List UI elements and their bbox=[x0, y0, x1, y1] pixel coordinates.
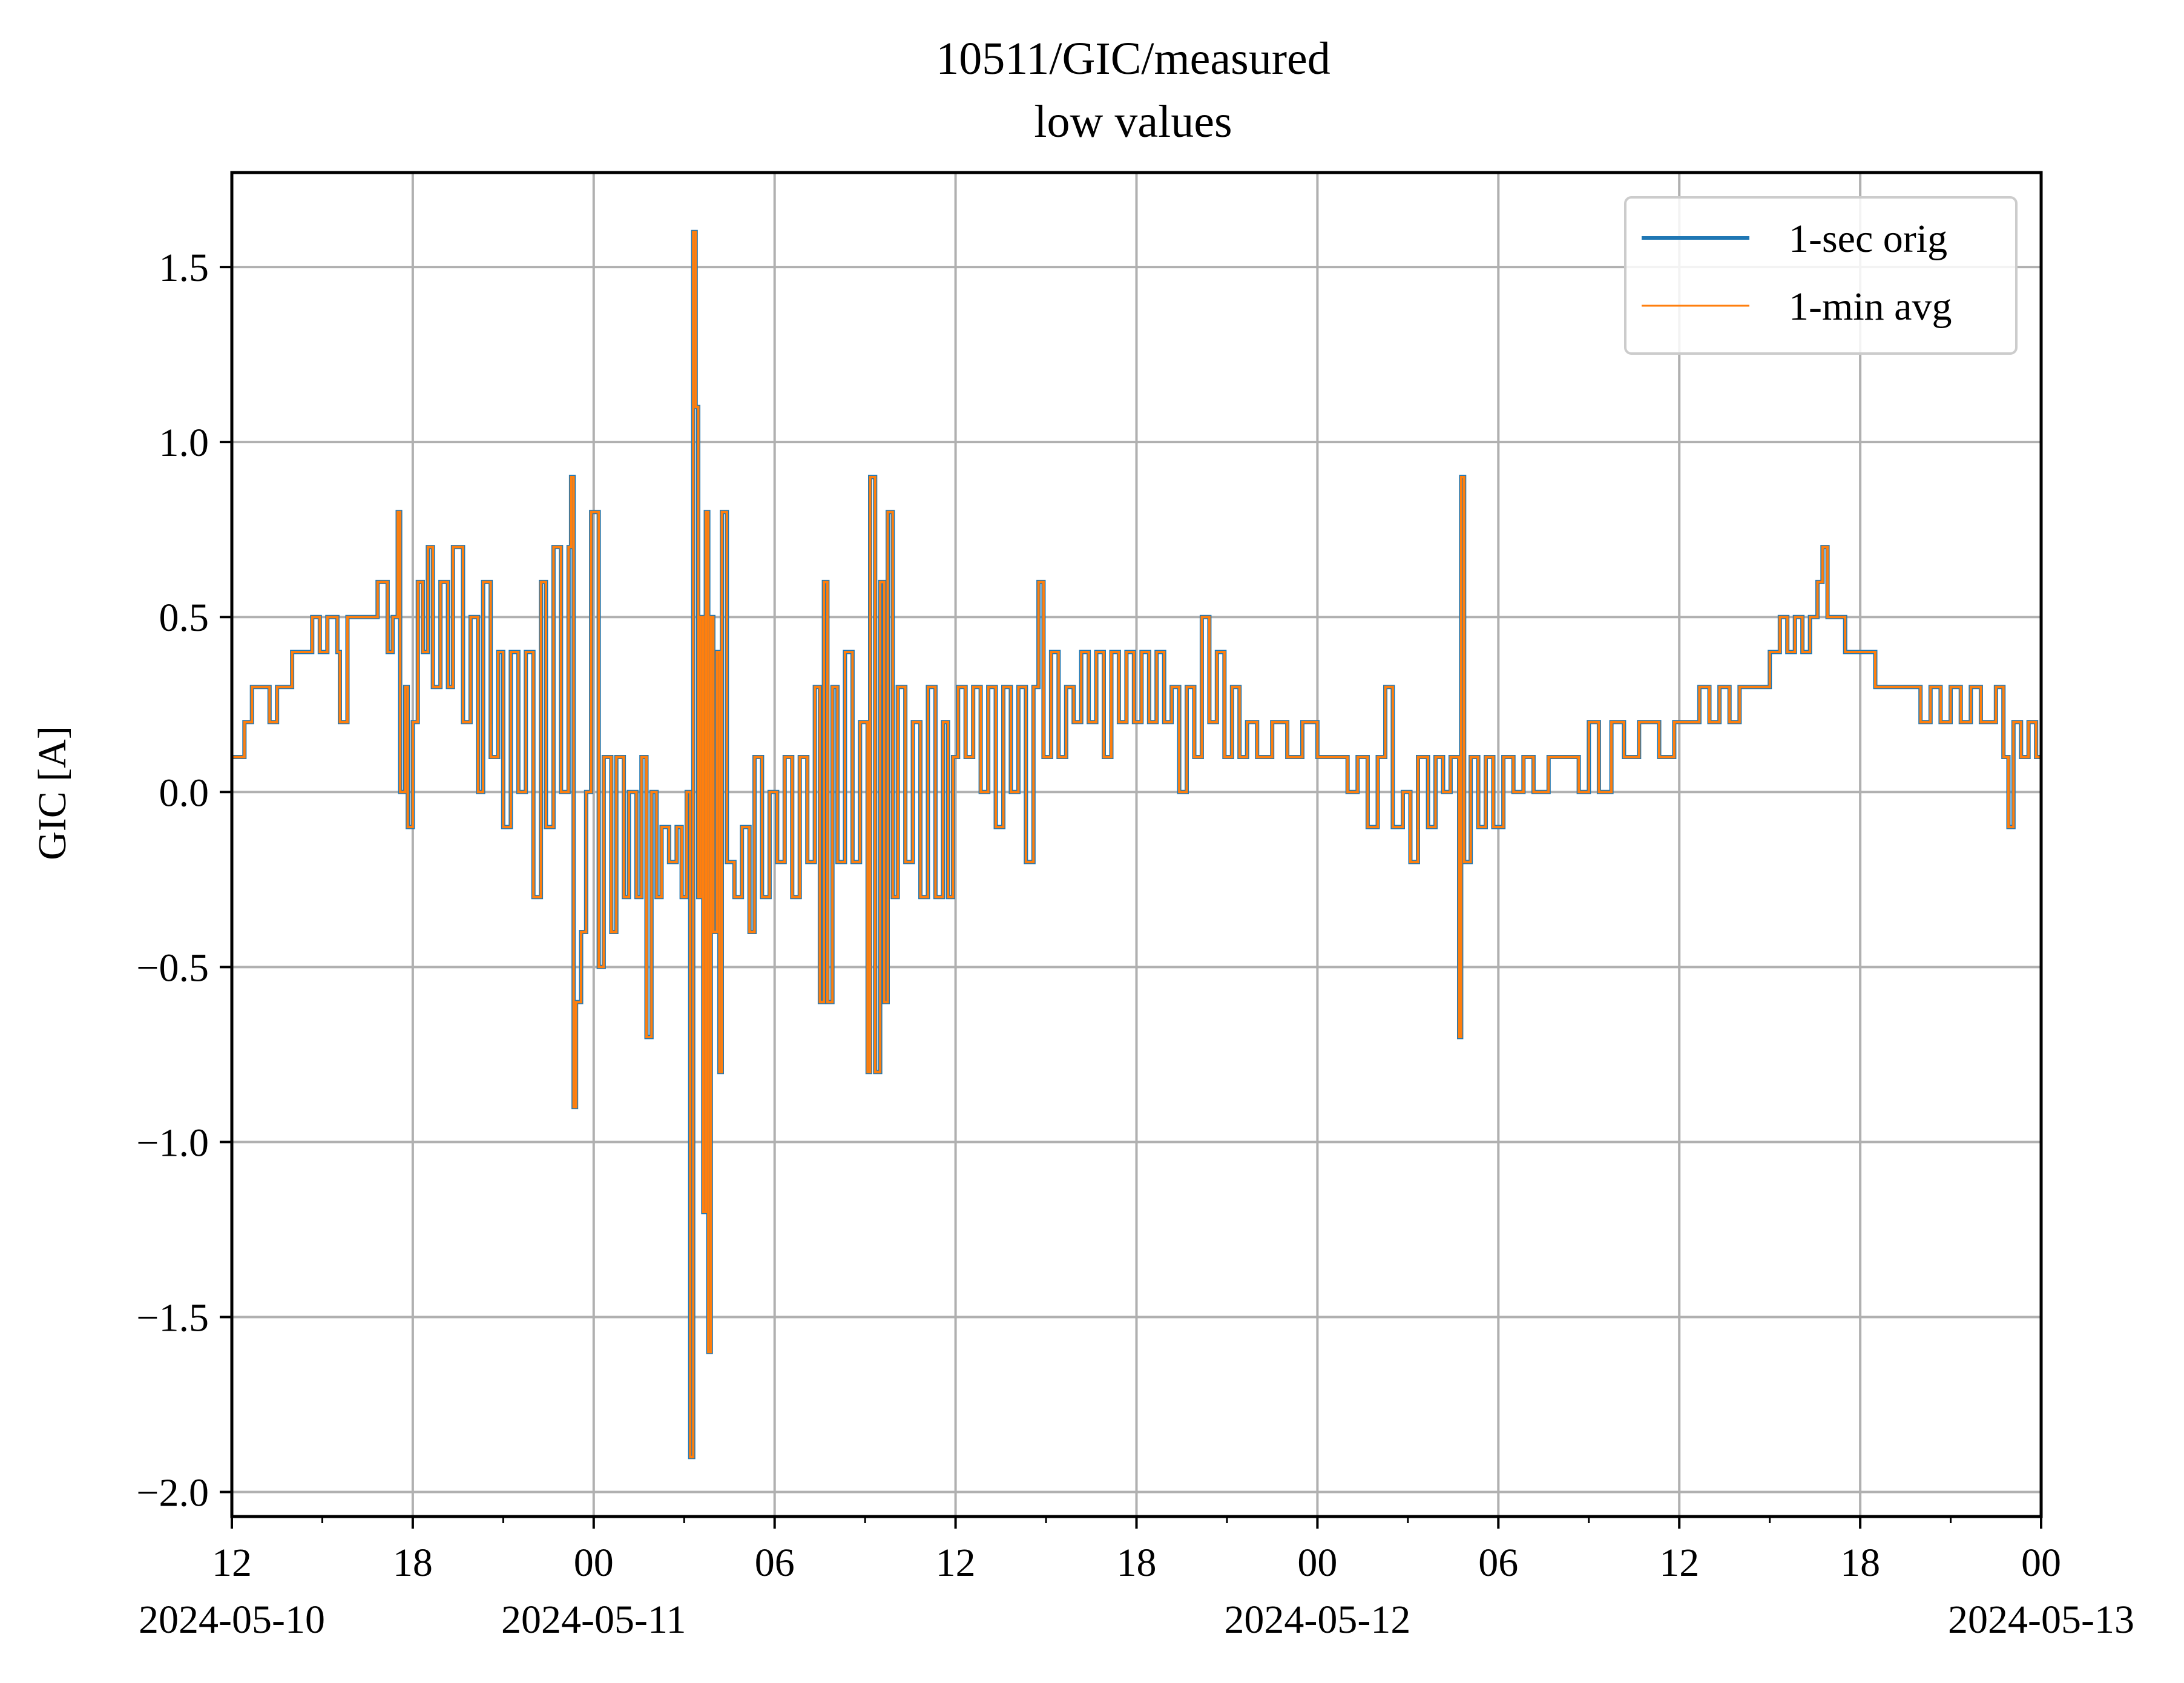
legend-label-1-min-avg: 1-min avg bbox=[1789, 285, 1952, 329]
series-layer bbox=[232, 229, 2041, 1460]
x-date-label: 2024-05-10 bbox=[139, 1598, 325, 1642]
plot-frame bbox=[230, 171, 2043, 1518]
y-tick-label: 1.0 bbox=[159, 421, 209, 465]
series-line-1-min-avg bbox=[232, 231, 2041, 1458]
chart-subtitle: low values bbox=[1034, 96, 1232, 147]
y-tick-label: 1.5 bbox=[159, 246, 209, 290]
y-tick-label: −2.0 bbox=[136, 1471, 209, 1515]
x-tick-label: 18 bbox=[393, 1541, 433, 1585]
y-tick-label: −1.5 bbox=[136, 1296, 209, 1340]
y-tick-label: 0.0 bbox=[159, 771, 209, 815]
x-tick-label: 00 bbox=[2021, 1541, 2061, 1585]
x-tick-label: 06 bbox=[755, 1541, 795, 1585]
y-axis-label: GIC [A] bbox=[30, 726, 74, 860]
legend-label-1-sec-orig: 1-sec orig bbox=[1789, 217, 1947, 261]
x-tick-label: 18 bbox=[1117, 1541, 1157, 1585]
x-tick-label: 18 bbox=[1840, 1541, 1880, 1585]
x-date-label: 2024-05-11 bbox=[501, 1598, 686, 1642]
x-tick-label: 06 bbox=[1478, 1541, 1518, 1585]
x-date-label: 2024-05-12 bbox=[1224, 1598, 1410, 1642]
x-tick-label: 12 bbox=[936, 1541, 976, 1585]
y-tick-label: −0.5 bbox=[136, 946, 209, 990]
x-tick-label: 12 bbox=[1659, 1541, 1699, 1585]
x-tick-label: 00 bbox=[1297, 1541, 1337, 1585]
legend: 1-sec orig 1-min avg bbox=[1624, 196, 2018, 355]
axes: 12 2024-05-10 18 00 2024-05-11 06 12 18 00 2024-0… bbox=[136, 171, 2134, 1642]
x-date-label: 2024-05-13 bbox=[1948, 1598, 2134, 1642]
y-tick-label: 0.5 bbox=[159, 596, 209, 640]
chart-title: 10511/GIC/measured bbox=[936, 33, 1330, 84]
y-tick-label: −1.0 bbox=[136, 1121, 209, 1165]
x-tick-label: 00 bbox=[574, 1541, 614, 1585]
x-tick-label: 12 bbox=[212, 1541, 252, 1585]
